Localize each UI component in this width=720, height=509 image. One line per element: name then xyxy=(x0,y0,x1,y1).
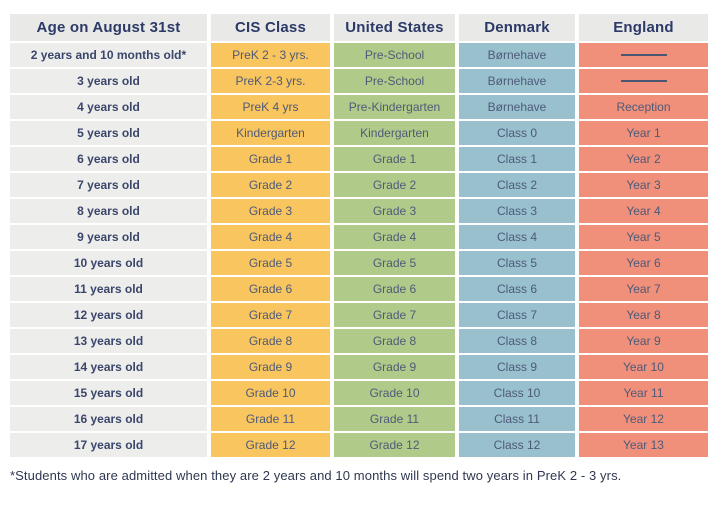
cell-age-row-9: 11 years old xyxy=(10,277,207,301)
cell-denmark-row-9: Class 6 xyxy=(459,277,575,301)
cell-england-row-9: Year 7 xyxy=(579,277,708,301)
cell-cis-class-row-7: Grade 4 xyxy=(211,225,330,249)
cell-england-row-6: Year 4 xyxy=(579,199,708,223)
cell-united-states-row-4: Grade 1 xyxy=(334,147,455,171)
cell-england-row-12: Year 10 xyxy=(579,355,708,379)
cell-age-row-7: 9 years old xyxy=(10,225,207,249)
cell-cis-class-row-6: Grade 3 xyxy=(211,199,330,223)
cell-cis-class-row-2: PreK 4 yrs xyxy=(211,95,330,119)
cell-cis-class-row-14: Grade 11 xyxy=(211,407,330,431)
cell-denmark-row-11: Class 8 xyxy=(459,329,575,353)
cell-england-row-13: Year 11 xyxy=(579,381,708,405)
cell-united-states-row-9: Grade 6 xyxy=(334,277,455,301)
cell-cis-class-row-0: PreK 2 - 3 yrs. xyxy=(211,43,330,67)
cell-england-row-8: Year 6 xyxy=(579,251,708,275)
cell-denmark-row-0: Børnehave xyxy=(459,43,575,67)
cell-united-states-row-3: Kindergarten xyxy=(334,121,455,145)
cell-united-states-row-8: Grade 5 xyxy=(334,251,455,275)
cell-denmark-row-13: Class 10 xyxy=(459,381,575,405)
cell-united-states-row-14: Grade 11 xyxy=(334,407,455,431)
cell-denmark-row-12: Class 9 xyxy=(459,355,575,379)
cell-england-row-5: Year 3 xyxy=(579,173,708,197)
cell-denmark-row-2: Børnehave xyxy=(459,95,575,119)
cell-cis-class-row-1: PreK 2-3 yrs. xyxy=(211,69,330,93)
cell-denmark-row-3: Class 0 xyxy=(459,121,575,145)
column-header-denmark: Denmark xyxy=(459,14,575,41)
cell-denmark-row-7: Class 4 xyxy=(459,225,575,249)
no-equivalent-dash xyxy=(620,54,667,56)
no-equivalent-dash xyxy=(620,80,667,82)
cell-england-row-10: Year 8 xyxy=(579,303,708,327)
cell-cis-class-row-13: Grade 10 xyxy=(211,381,330,405)
cell-denmark-row-15: Class 12 xyxy=(459,433,575,457)
cell-denmark-row-4: Class 1 xyxy=(459,147,575,171)
cell-age-row-5: 7 years old xyxy=(10,173,207,197)
cell-age-row-6: 8 years old xyxy=(10,199,207,223)
cell-united-states-row-6: Grade 3 xyxy=(334,199,455,223)
cell-denmark-row-6: Class 3 xyxy=(459,199,575,223)
cell-united-states-row-15: Grade 12 xyxy=(334,433,455,457)
cell-age-row-15: 17 years old xyxy=(10,433,207,457)
cell-england-row-11: Year 9 xyxy=(579,329,708,353)
cell-england-row-0 xyxy=(579,43,708,67)
cell-united-states-row-2: Pre-Kindergarten xyxy=(334,95,455,119)
cell-denmark-row-14: Class 11 xyxy=(459,407,575,431)
cell-cis-class-row-12: Grade 9 xyxy=(211,355,330,379)
cell-england-row-14: Year 12 xyxy=(579,407,708,431)
cell-denmark-row-1: Børnehave xyxy=(459,69,575,93)
cell-denmark-row-8: Class 5 xyxy=(459,251,575,275)
cell-england-row-15: Year 13 xyxy=(579,433,708,457)
cell-age-row-3: 5 years old xyxy=(10,121,207,145)
cell-age-row-13: 15 years old xyxy=(10,381,207,405)
cell-united-states-row-13: Grade 10 xyxy=(334,381,455,405)
cell-age-row-1: 3 years old xyxy=(10,69,207,93)
cell-cis-class-row-8: Grade 5 xyxy=(211,251,330,275)
cell-england-row-3: Year 1 xyxy=(579,121,708,145)
cell-england-row-1 xyxy=(579,69,708,93)
cell-cis-class-row-3: Kindergarten xyxy=(211,121,330,145)
cell-united-states-row-0: Pre-School xyxy=(334,43,455,67)
cell-england-row-7: Year 5 xyxy=(579,225,708,249)
column-header-england: England xyxy=(579,14,708,41)
cell-age-row-8: 10 years old xyxy=(10,251,207,275)
cell-age-row-12: 14 years old xyxy=(10,355,207,379)
cell-denmark-row-10: Class 7 xyxy=(459,303,575,327)
cell-cis-class-row-11: Grade 8 xyxy=(211,329,330,353)
column-header-age: Age on August 31st xyxy=(10,14,207,41)
cell-england-row-4: Year 2 xyxy=(579,147,708,171)
cell-united-states-row-10: Grade 7 xyxy=(334,303,455,327)
cell-denmark-row-5: Class 2 xyxy=(459,173,575,197)
cell-age-row-14: 16 years old xyxy=(10,407,207,431)
cell-age-row-0: 2 years and 10 months old* xyxy=(10,43,207,67)
cell-age-row-10: 12 years old xyxy=(10,303,207,327)
cell-united-states-row-1: Pre-School xyxy=(334,69,455,93)
cell-cis-class-row-4: Grade 1 xyxy=(211,147,330,171)
cell-cis-class-row-10: Grade 7 xyxy=(211,303,330,327)
column-header-cis-class: CIS Class xyxy=(211,14,330,41)
cell-united-states-row-7: Grade 4 xyxy=(334,225,455,249)
cell-england-row-2: Reception xyxy=(579,95,708,119)
cell-united-states-row-11: Grade 8 xyxy=(334,329,455,353)
cell-cis-class-row-15: Grade 12 xyxy=(211,433,330,457)
cell-age-row-2: 4 years old xyxy=(10,95,207,119)
cell-united-states-row-12: Grade 9 xyxy=(334,355,455,379)
cell-cis-class-row-5: Grade 2 xyxy=(211,173,330,197)
cell-united-states-row-5: Grade 2 xyxy=(334,173,455,197)
cell-age-row-4: 6 years old xyxy=(10,147,207,171)
column-header-united-states: United States xyxy=(334,14,455,41)
grade-equivalency-table: Age on August 31st CIS Class United States… xyxy=(10,14,708,457)
cell-cis-class-row-9: Grade 6 xyxy=(211,277,330,301)
footnote: *Students who are admitted when they are… xyxy=(10,468,622,483)
cell-age-row-11: 13 years old xyxy=(10,329,207,353)
